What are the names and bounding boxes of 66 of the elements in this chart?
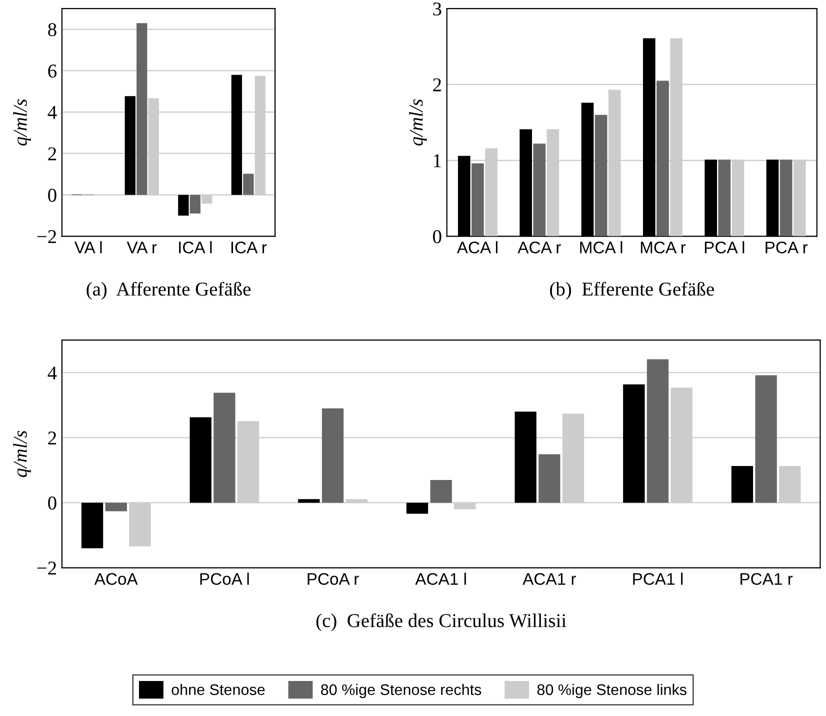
bar [298,499,320,503]
y-tick-label: 2 [48,147,56,160]
bar [533,144,546,236]
y-tick-label: 0 [433,230,442,244]
bar [731,466,754,503]
legend-label: ohne Stenose [172,684,265,696]
bar [190,194,200,214]
y-axis-title: q/ml/s [409,99,427,146]
bar [231,74,242,195]
x-tick-label: ACoA [94,573,138,585]
y-tick-label: 2 [433,78,441,92]
y-tick-label: 8 [48,23,56,36]
bar [646,359,669,503]
x-tick-label: PCoA r [308,573,359,585]
bar [406,502,428,514]
x-tick-label: PCoA l [200,572,249,585]
text: (b) Efferente Gefäße [550,282,714,300]
bar [136,23,148,195]
text: (c) Gefäße des Circulus Willisii [316,613,566,632]
legend-label: 80 %ige Stenose rechts [321,684,482,698]
y-axis-title: q/ml/s [13,99,31,146]
legend-label: 80 %ige Stenose links [537,684,686,698]
bar [190,417,212,503]
bar [430,480,452,503]
y-tick-label: 1 [434,154,441,168]
x-tick-label: MCA r [640,242,686,254]
bar [178,194,189,216]
x-tick-label: ACA r [518,242,561,254]
x-tick-label: ICA r [231,242,267,254]
y-tick-label: 2 [48,432,56,444]
x-tick-label: ACA l [456,241,498,254]
bar [718,160,731,236]
bar [594,114,608,236]
y-tick-label: 6 [48,64,57,78]
bar [472,163,484,236]
y-tick-label: 4 [48,366,57,380]
x-tick-label: VA l [74,241,102,254]
y-tick-label: −2 [37,230,56,244]
x-tick-label: MCA l [580,241,622,254]
bar [755,375,777,503]
y-tick-label: 4 [48,106,57,119]
x-tick-label: ICA l [179,241,212,254]
x-tick-label: ACA1 r [522,573,576,585]
bar [124,96,136,195]
x-tick-label: VA r [126,242,157,254]
bar [81,502,104,548]
bar [105,502,127,512]
bar [514,412,536,503]
y-tick-label: 3 [433,2,442,16]
y-tick-label: 0 [48,188,56,202]
bar [623,384,645,503]
y-tick-label: −2 [37,562,56,575]
bar [322,408,344,503]
x-tick-label: PCA l [704,241,744,254]
bar [780,160,792,236]
bar [243,174,254,195]
y-axis-title: q/ml/s [13,430,31,478]
x-tick-label: PCA r [766,242,808,254]
bar [656,80,669,236]
y-tick-label: 0 [48,496,56,510]
bar [214,392,236,503]
bar [538,454,560,503]
text: (a) Afferente Gefäße [86,282,251,300]
x-tick-label: PCA1 l [633,572,683,585]
x-tick-label: PCA1 r [740,573,793,585]
x-tick-label: ACA1 l [415,572,466,585]
